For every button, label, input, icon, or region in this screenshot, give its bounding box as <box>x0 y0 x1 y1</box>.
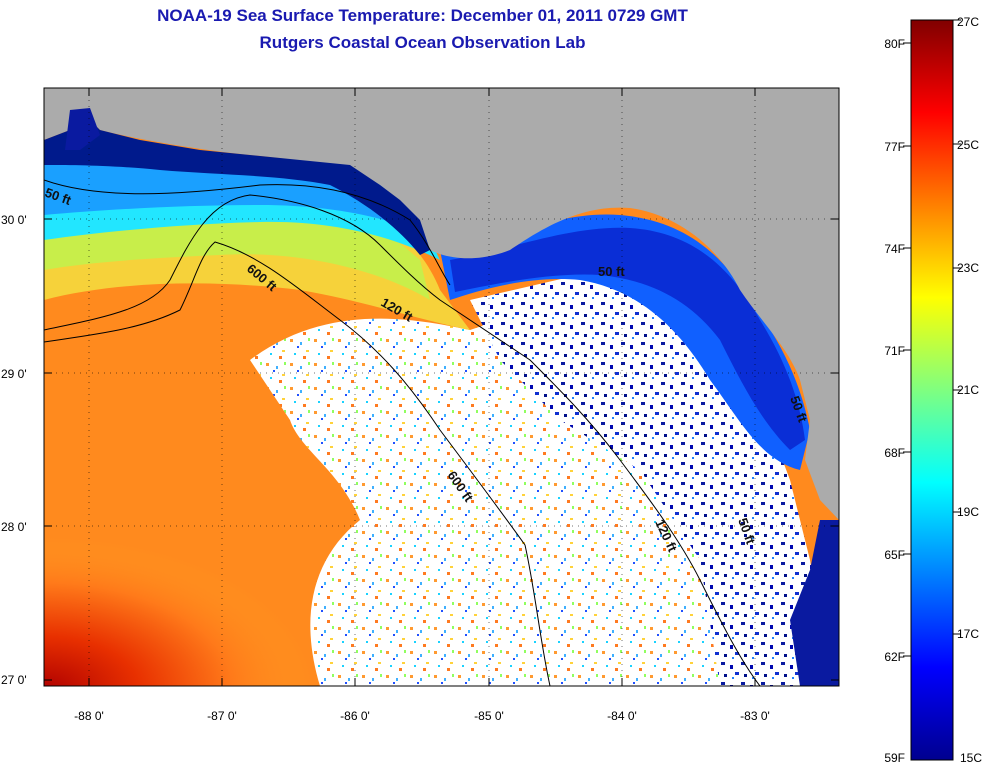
axis-ticks <box>44 88 839 686</box>
lon-label: -88 0' <box>74 709 104 723</box>
contour-label-50ft-bigbend: 50 ft <box>598 264 625 279</box>
sst-imagery <box>44 88 839 686</box>
depth-contours <box>44 179 761 686</box>
colorbar-c-label: 17C <box>957 627 979 641</box>
colorbar: 80F 77F 74F 71F 68F 65F 62F 59F 27C 25C … <box>884 15 982 765</box>
colorbar-c-label: 27C <box>957 15 979 29</box>
colorbar-f-label: 71F <box>884 344 905 358</box>
colorbar-c-label: 21C <box>957 383 979 397</box>
colorbar-f-label: 62F <box>884 650 905 664</box>
latitude-labels: 30 0' 29 0' 28 0' 27 0' <box>1 213 27 687</box>
longitude-labels: -88 0' -87 0' -86 0' -85 0' -84 0' -83 0… <box>74 709 770 723</box>
colorbar-f-label: 74F <box>884 242 905 256</box>
land <box>44 88 839 520</box>
lon-label: -87 0' <box>207 709 237 723</box>
lat-label: 30 0' <box>1 213 27 227</box>
colorbar-gradient <box>910 19 954 761</box>
colorbar-c-label: 15C <box>960 751 982 765</box>
colorbar-f-label: 80F <box>884 37 905 51</box>
lon-label: -83 0' <box>740 709 770 723</box>
colorbar-c-label: 19C <box>957 505 979 519</box>
lon-label: -85 0' <box>474 709 504 723</box>
colorbar-c-label: 25C <box>957 138 979 152</box>
lat-label: 27 0' <box>1 673 27 687</box>
map-frame <box>43 87 840 687</box>
map-subtitle: Rutgers Coastal Ocean Observation Lab <box>259 33 586 52</box>
colorbar-f-label: 77F <box>884 140 905 154</box>
lon-label: -84 0' <box>607 709 637 723</box>
colorbar-f-label: 59F <box>884 751 905 765</box>
graticule <box>44 88 839 686</box>
lat-label: 29 0' <box>1 367 27 381</box>
colorbar-f-label: 65F <box>884 548 905 562</box>
colorbar-f-label: 68F <box>884 446 905 460</box>
lon-label: -86 0' <box>340 709 370 723</box>
colorbar-c-label: 23C <box>957 261 979 275</box>
map-title: NOAA-19 Sea Surface Temperature: Decembe… <box>157 6 688 25</box>
lat-label: 28 0' <box>1 520 27 534</box>
